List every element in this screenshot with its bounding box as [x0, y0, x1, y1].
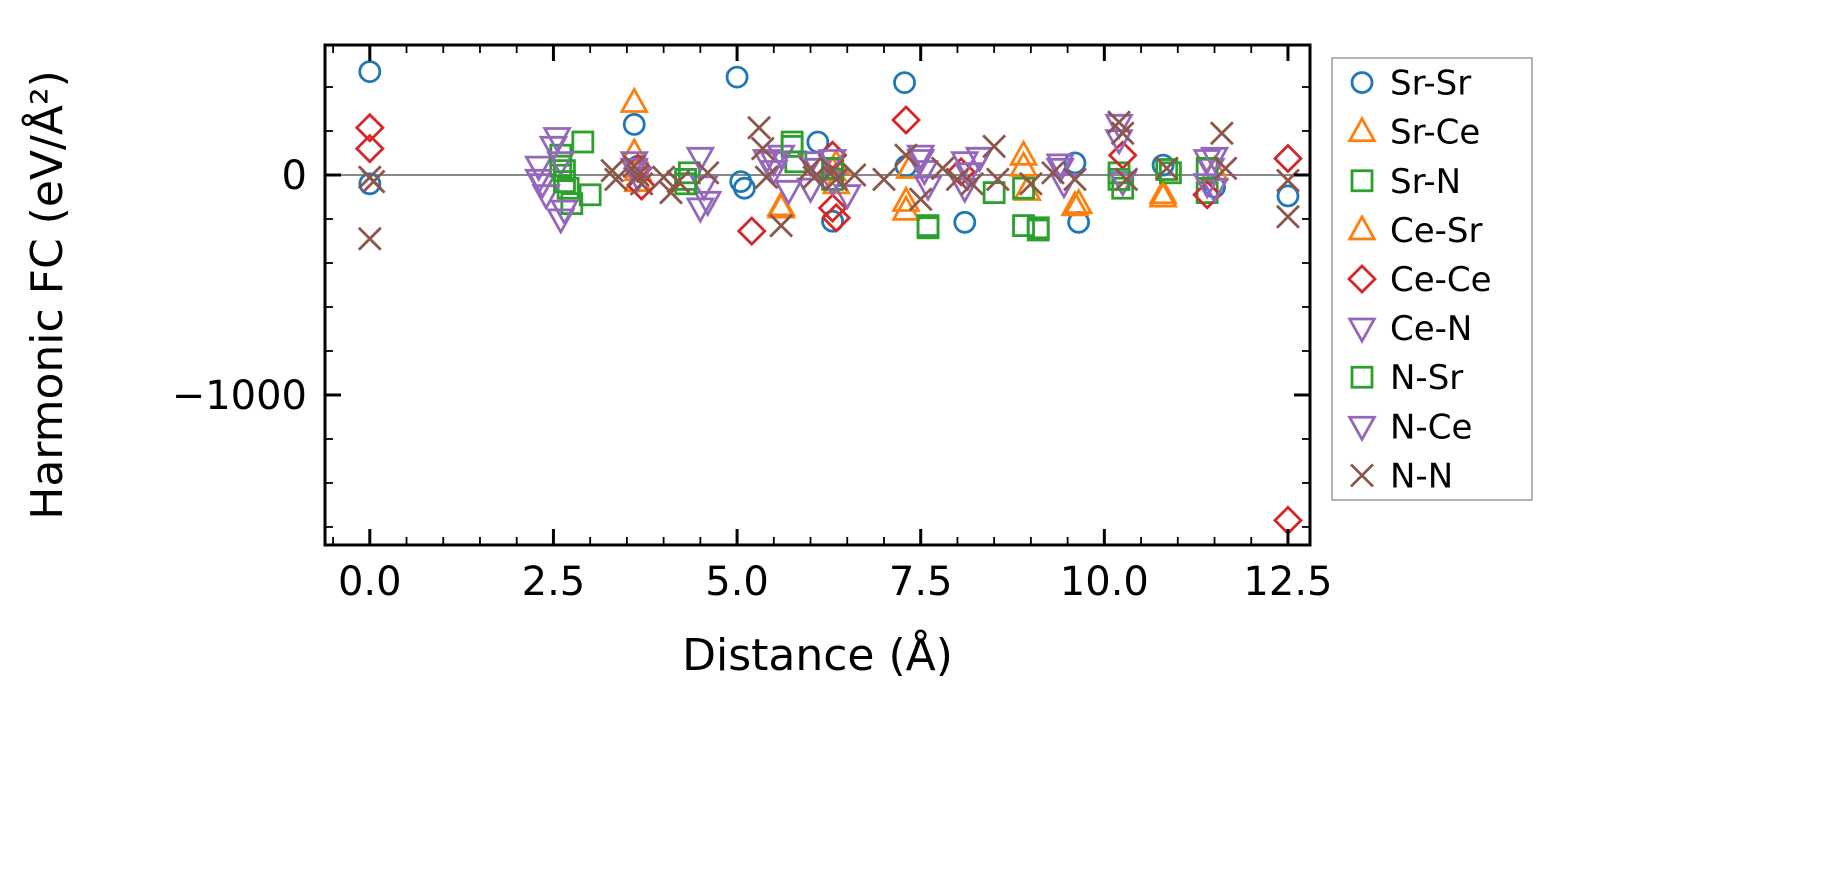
legend-label: N-Sr: [1390, 358, 1463, 398]
y-tick-label: 0: [282, 153, 307, 199]
legend-label: Sr-N: [1390, 162, 1461, 202]
legend-entry-sr-sr: Sr-Sr: [1350, 64, 1471, 104]
y-axis-label: Harmonic FC (eV/Å²): [20, 70, 73, 520]
legend-entry-n-ce: N-Ce: [1347, 407, 1472, 447]
legend-entry-ce-n: Ce-N: [1347, 309, 1472, 349]
legend-entry-ce-sr: Ce-Sr: [1347, 211, 1483, 251]
y-tick-label: −1000: [172, 373, 307, 419]
x-tick-label: 0.0: [338, 559, 402, 605]
legend-entry-sr-n: Sr-N: [1350, 162, 1461, 202]
legend-label: N-N: [1390, 456, 1453, 496]
x-axis-label: Distance (Å): [682, 628, 953, 681]
x-tick-label: 10.0: [1060, 559, 1149, 605]
x-tick-label: 5.0: [705, 559, 769, 605]
legend-label: Ce-Sr: [1390, 211, 1483, 251]
legend-label: Sr-Sr: [1390, 64, 1471, 104]
legend-entry-n-sr: N-Sr: [1350, 358, 1463, 398]
x-tick-label: 12.5: [1243, 559, 1332, 605]
series-n-n: [357, 110, 1300, 251]
ticks: 0.0 2.5 5.0 7.5 10.0 12.5 0 −1000: [172, 45, 1332, 605]
legend: Sr-Sr Sr-Ce Sr-N Ce-Sr Ce-Ce Ce-N N-Sr N-Ce N-N: [1331, 57, 1533, 501]
legend-entry-sr-ce: Sr-Ce: [1347, 113, 1480, 153]
legend-label: N-Ce: [1390, 407, 1472, 447]
legend-box: [1331, 57, 1533, 501]
legend-label: Ce-N: [1390, 309, 1472, 349]
legend-label: Ce-Ce: [1390, 260, 1492, 300]
axes-frame: [323, 43, 1312, 547]
x-tick-label: 7.5: [889, 559, 953, 605]
legend-label: Sr-Ce: [1390, 113, 1480, 153]
legend-entry-n-n: N-N: [1350, 456, 1453, 496]
x-tick-label: 2.5: [522, 559, 586, 605]
legend-entry-ce-ce: Ce-Ce: [1347, 260, 1492, 300]
